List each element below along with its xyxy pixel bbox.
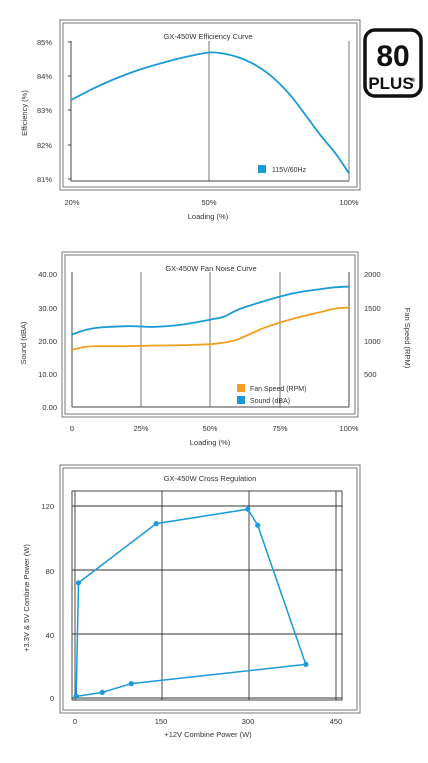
cross-regulation-chart-frame-inner (62, 467, 358, 711)
cross-x-tick-0: 0 (73, 717, 77, 726)
logo-registered-mark: ® (411, 77, 416, 84)
cross-regulation-point (99, 689, 105, 696)
cross-regulation-point (73, 693, 79, 700)
cross-regulation-point (303, 661, 309, 668)
fan-y2-axis-label: Fan Speed (RPM) (403, 308, 412, 369)
cross-regulation-point (255, 522, 261, 528)
efficiency-y-tick-81: 81% (37, 175, 52, 184)
efficiency-x-tick-20: 20% (64, 198, 79, 207)
efficiency-y-axis-label: Efficiency (%) (20, 90, 29, 136)
cross-plot-area (71, 490, 343, 701)
sound-legend-label: Sound (dBA) (250, 398, 290, 405)
fan-y2-tick-1000: 1000 (364, 337, 381, 346)
efficiency-legend: 115V/60Hz (258, 165, 307, 174)
fan-x-tick-50: 50% (202, 424, 217, 433)
efficiency-legend-swatch (258, 165, 266, 173)
fan-x-axis-label: Loading (%) (190, 438, 231, 447)
fan-noise-chart: GX-450W Fan Noise Curve Fan Speed (RPM) … (19, 251, 412, 447)
efficiency-x-tick-100: 100% (339, 198, 359, 207)
efficiency-y-tick-84: 84% (37, 72, 52, 81)
fan-y-tick-0: 0.00 (42, 403, 57, 412)
fan-noise-legend: Fan Speed (RPM) Sound (dBA) (237, 384, 306, 405)
fan-speed-series-line (71, 306, 350, 351)
fan-legend-label: Fan Speed (RPM) (250, 386, 306, 393)
efficiency-chart-frame-inner (62, 22, 358, 188)
cross-regulation-point (128, 681, 134, 687)
sound-legend-swatch (237, 396, 245, 404)
cross-regulation-chart-frame (59, 464, 361, 714)
fan-noise-chart-frame-inner (64, 254, 356, 415)
fan-noise-chart-frame (61, 251, 359, 418)
fan-legend-swatch (237, 384, 245, 392)
cross-x-tick-300: 300 (242, 717, 255, 726)
cross-regulation-chart: GX-450W Cross Regulation 0 150 300 450 +… (22, 464, 361, 739)
cross-regulation-point (153, 521, 159, 527)
fan-x-tick-75: 75% (272, 424, 287, 433)
cross-regulation-chart-title: GX-450W Cross Regulation (164, 474, 257, 483)
sound-series-line (71, 285, 350, 336)
cross-y-axis-label: +3.3V & 5V Combine Power (W) (22, 544, 31, 652)
efficiency-y-tick-85: 85% (37, 38, 52, 47)
efficiency-series-line (70, 51, 350, 174)
fan-y2-tick-500: 500 (364, 370, 377, 379)
fan-y-tick-40: 40.00 (38, 270, 57, 279)
fan-x-tick-100: 100% (339, 424, 359, 433)
efficiency-legend-label: 115V/60Hz (272, 167, 307, 174)
cross-y-tick-80: 80 (46, 567, 54, 576)
efficiency-y-tick-82: 82% (37, 141, 52, 150)
fan-y2-tick-1500: 1500 (364, 304, 381, 313)
cross-y-tick-0: 0 (50, 694, 54, 703)
fan-y-tick-20: 20.00 (38, 337, 57, 346)
efficiency-y-tick-83: 83% (37, 106, 52, 115)
efficiency-chart: GX-450W Efficiency Curve 115V/60Hz 20% 5… (20, 19, 361, 221)
fan-x-tick-25: 25% (133, 424, 148, 433)
fan-y-tick-10: 10.00 (38, 370, 57, 379)
fan-y-axis-label: Sound (dBA) (19, 321, 28, 364)
cross-y-tick-40: 40 (46, 631, 54, 640)
fan-y2-tick-2000: 2000 (364, 270, 381, 279)
efficiency-x-tick-50: 50% (201, 198, 216, 207)
cross-y-tick-120: 120 (41, 502, 54, 511)
cross-x-tick-450: 450 (330, 717, 343, 726)
cross-regulation-point (245, 506, 251, 512)
efficiency-chart-frame (59, 19, 361, 191)
efficiency-chart-title: GX-450W Efficiency Curve (163, 32, 252, 41)
logo-plus-text: PLUS (368, 74, 413, 93)
fan-noise-chart-title: GX-450W Fan Noise Curve (165, 264, 256, 273)
80-plus-logo: 80 PLUS ® (363, 28, 423, 98)
fan-x-tick-0: 0 (70, 424, 74, 433)
fan-y-tick-30: 30.00 (38, 304, 57, 313)
cross-x-tick-150: 150 (155, 717, 168, 726)
cross-regulation-line (75, 508, 307, 698)
cross-x-axis-label: +12V Combine Power (W) (164, 730, 252, 739)
efficiency-x-axis-label: Loading (%) (188, 212, 229, 221)
logo-80-text: 80 (376, 40, 409, 73)
logo-border (363, 28, 423, 98)
cross-regulation-point (75, 580, 82, 586)
